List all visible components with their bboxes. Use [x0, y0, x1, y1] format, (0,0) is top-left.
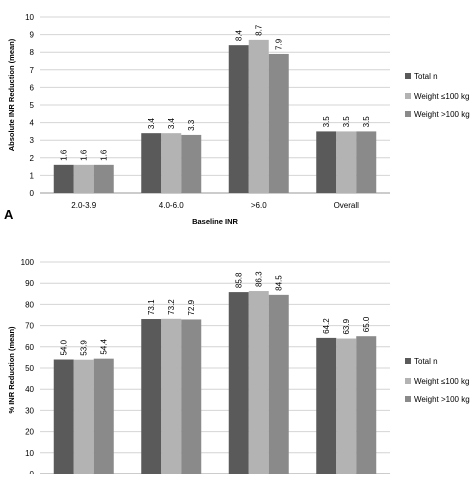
chart1-y-tick-label: 4	[30, 119, 35, 128]
chart2-y-tick-label: 70	[25, 322, 34, 331]
chart1-category-label: Overall	[334, 201, 360, 210]
chart1-legend-swatch	[405, 73, 411, 79]
chart1-legend-label: Weight >100 kg	[414, 110, 470, 119]
chart1-category-label: 4.0-6.0	[159, 201, 184, 210]
chart1-bar	[161, 133, 182, 193]
chart2-y-tick-label: 20	[25, 428, 34, 437]
chart1-legend-label: Total n	[414, 72, 438, 81]
chart2-legend-swatch	[405, 378, 411, 384]
chart1-data-label: 3.5	[342, 116, 351, 128]
chart1-legend-swatch	[405, 111, 411, 117]
chart2-bar	[268, 294, 289, 474]
chart1-data-label: 3.4	[167, 117, 176, 129]
chart1-y-tick-label: 9	[30, 31, 35, 40]
chart1-bar	[228, 45, 249, 193]
chart1-data-label: 7.9	[275, 38, 284, 50]
chart1-y-tick-label: 0	[30, 189, 35, 198]
chart2-legend-swatch	[405, 358, 411, 364]
chart1-y-tick-label: 6	[30, 83, 35, 92]
chart1-data-label: 3.5	[362, 116, 371, 128]
chart1-category-label: 2.0-3.9	[71, 201, 96, 210]
chart1-data-label: 3.4	[147, 117, 156, 129]
chart1-bar	[356, 131, 377, 193]
chart1-y-tick-label: 2	[30, 154, 35, 163]
chart1-category-label: >6.0	[251, 201, 267, 210]
chart2-bar	[53, 359, 74, 474]
chart1-legend-swatch	[405, 93, 411, 99]
chart1-bar	[248, 39, 269, 193]
chart2-data-label: 73.2	[167, 299, 176, 315]
chart2-y-tick-label: 30	[25, 406, 34, 415]
chart1-bar	[93, 164, 114, 193]
chart1-bar	[336, 131, 357, 193]
chart1-y-tick-label: 10	[25, 13, 34, 22]
chart2-y-tick-label: 0	[30, 470, 35, 474]
chart1-legend-label: Weight ≤100 kg	[414, 92, 469, 101]
chart1-x-axis-title: Baseline INR	[192, 217, 238, 226]
chart1-y-tick-label: 1	[30, 171, 35, 180]
chart1-data-label: 1.6	[60, 149, 69, 161]
chart2-data-label: 65.0	[362, 316, 371, 332]
chart1-bar	[181, 134, 202, 193]
chart1-y-axis-title: Absolute INR Reduction (mean)	[7, 38, 16, 151]
chart1-data-label: 1.6	[100, 149, 109, 161]
chart2-bar	[336, 338, 357, 474]
chart1-y-tick-label: 3	[30, 136, 35, 145]
chart2-bar	[161, 318, 182, 474]
chart2-data-label: 72.9	[187, 299, 196, 315]
chart2-y-tick-label: 100	[21, 258, 35, 267]
chart2-data-label: 53.9	[80, 340, 89, 356]
chart1-panel-label: A	[4, 207, 14, 222]
chart2-data-label: 64.2	[322, 318, 331, 334]
chart1-data-label: 1.6	[80, 149, 89, 161]
chart2-bar	[93, 358, 114, 474]
chart2-y-axis-title: % INR Reduction (mean)	[7, 326, 16, 414]
chart1-data-label: 8.4	[235, 29, 244, 41]
chart1-y-tick-label: 5	[30, 101, 35, 110]
chart2-legend-label: Weight >100 kg	[414, 395, 470, 404]
chart1-bar	[73, 164, 94, 193]
chart2-data-label: 85.8	[235, 272, 244, 288]
chart2-bar	[181, 319, 202, 474]
chart2-data-label: 84.5	[275, 275, 284, 291]
chart1-y-tick-label: 8	[30, 48, 35, 57]
chart2-y-tick-label: 80	[25, 300, 34, 309]
chart2-bar	[141, 319, 162, 474]
chart2-bar	[248, 291, 269, 474]
chart2-bar	[73, 359, 94, 474]
chart2-bar	[228, 292, 249, 474]
chart1-bar	[268, 53, 289, 194]
chart2-data-label: 63.9	[342, 318, 351, 334]
chart2-y-tick-label: 40	[25, 385, 34, 394]
chart1-data-label: 8.7	[255, 24, 264, 36]
chart2-y-tick-label: 10	[25, 449, 34, 458]
chart2-legend-label: Weight ≤100 kg	[414, 377, 469, 386]
chart1-data-label: 3.5	[322, 116, 331, 128]
chart2-y-tick-label: 50	[25, 364, 34, 373]
chart2-y-tick-label: 60	[25, 343, 34, 352]
chart2-data-label: 54.4	[100, 339, 109, 355]
chart2-data-label: 73.1	[147, 299, 156, 315]
chart2-legend-label: Total n	[414, 357, 438, 366]
chart2-data-label: 54.0	[60, 339, 69, 355]
chart2-bar	[356, 336, 377, 474]
chart1-bar	[141, 133, 162, 193]
chart2-data-label: 86.3	[255, 271, 264, 287]
chart1-data-label: 3.3	[187, 119, 196, 131]
chart1-y-tick-label: 7	[30, 66, 35, 75]
chart1-bar	[53, 164, 74, 193]
chart2-bar	[316, 337, 337, 474]
chart2-legend-swatch	[405, 396, 411, 402]
chart1-bar	[316, 131, 337, 193]
chart2-y-tick-label: 90	[25, 279, 34, 288]
